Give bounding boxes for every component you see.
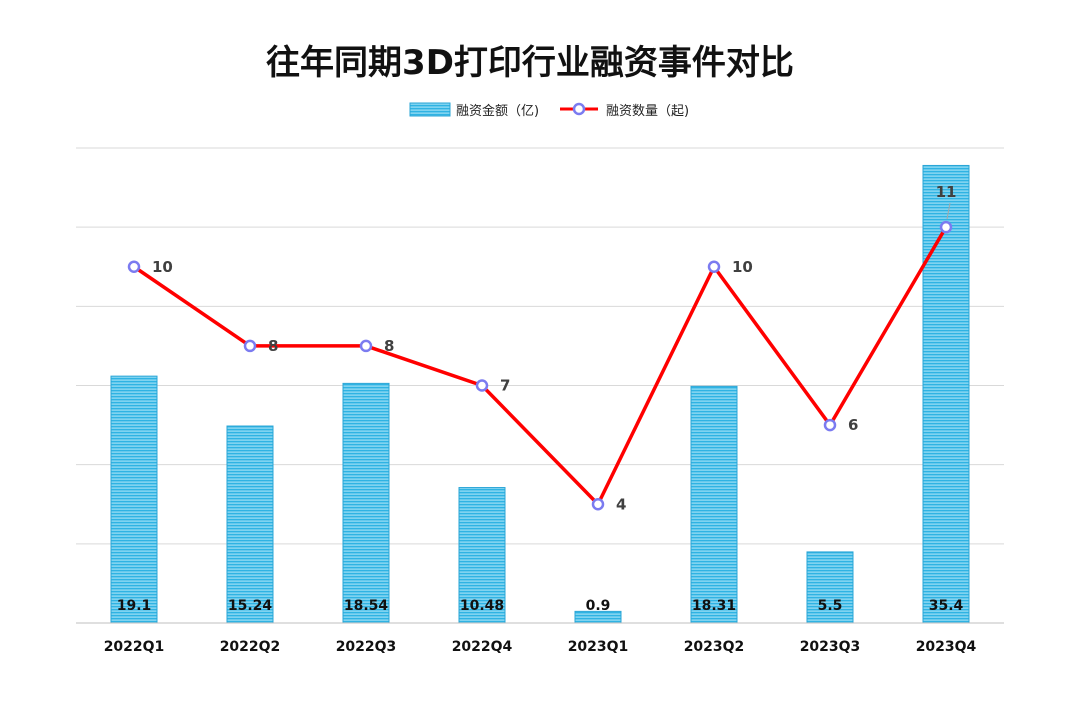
line-value-label: 8 (384, 337, 394, 355)
line-value-label: 11 (936, 183, 957, 201)
bar-value-label: 35.4 (929, 598, 964, 614)
x-tick-label: 2023Q2 (684, 639, 745, 655)
line-value-label: 7 (500, 377, 510, 395)
legend-line-label: 融资数量（起) (606, 104, 689, 119)
bars (110, 164, 970, 624)
bar (922, 164, 970, 624)
bar (226, 425, 274, 624)
legend-bar-swatch (409, 102, 451, 117)
legend-bar-label: 融资金额（亿) (456, 103, 539, 119)
line-series (127, 220, 953, 511)
x-tick-label: 2023Q1 (568, 639, 629, 655)
line-point (243, 339, 257, 353)
bar-labels: 19.1 15.24 18.54 10.48 0.9 18.31 5.5 35.4 (117, 598, 964, 614)
bar-value-label: 18.31 (692, 598, 736, 614)
line-point (591, 498, 605, 511)
label-leader-line (946, 203, 951, 220)
line-value-label: 4 (616, 495, 626, 513)
line-point (475, 379, 489, 392)
chart-title: 往年同期3D打印行业融资事件对比 (266, 43, 794, 83)
line-point (823, 418, 837, 432)
line-value-label: 6 (848, 416, 858, 434)
bar (806, 551, 854, 624)
x-tick-label: 2022Q2 (220, 639, 281, 655)
x-tick-labels: 2022Q1 2022Q2 2022Q3 2022Q4 2023Q1 2023Q2 2023… (104, 639, 977, 655)
legend-line-marker (572, 102, 586, 116)
bar-value-label: 15.24 (228, 598, 273, 614)
line-point (939, 220, 953, 234)
x-tick-label: 2023Q4 (916, 639, 977, 655)
legend: 融资金额（亿) 融资数量（起) (409, 102, 689, 119)
bar-value-label: 19.1 (117, 598, 152, 614)
bar-value-label: 5.5 (818, 598, 843, 614)
bar (690, 385, 738, 624)
bar-value-label: 0.9 (586, 598, 611, 614)
bar-value-label: 10.48 (460, 598, 504, 614)
line-value-label: 10 (152, 258, 173, 276)
x-tick-label: 2022Q3 (336, 639, 397, 655)
x-tick-label: 2022Q1 (104, 639, 165, 655)
x-tick-label: 2023Q3 (800, 639, 861, 655)
line-point (127, 260, 141, 273)
x-tick-label: 2022Q4 (452, 639, 513, 655)
line-point (707, 260, 721, 273)
bar-value-label: 18.54 (344, 598, 389, 614)
line-value-label: 8 (268, 337, 278, 355)
bar (342, 382, 390, 624)
line-value-label: 10 (732, 258, 753, 276)
bar (110, 375, 158, 624)
line-point (359, 339, 373, 353)
line-path (133, 226, 948, 506)
line-point-labels: 10 8 8 7 4 10 6 11 (152, 183, 956, 513)
gridlines (76, 147, 1004, 545)
